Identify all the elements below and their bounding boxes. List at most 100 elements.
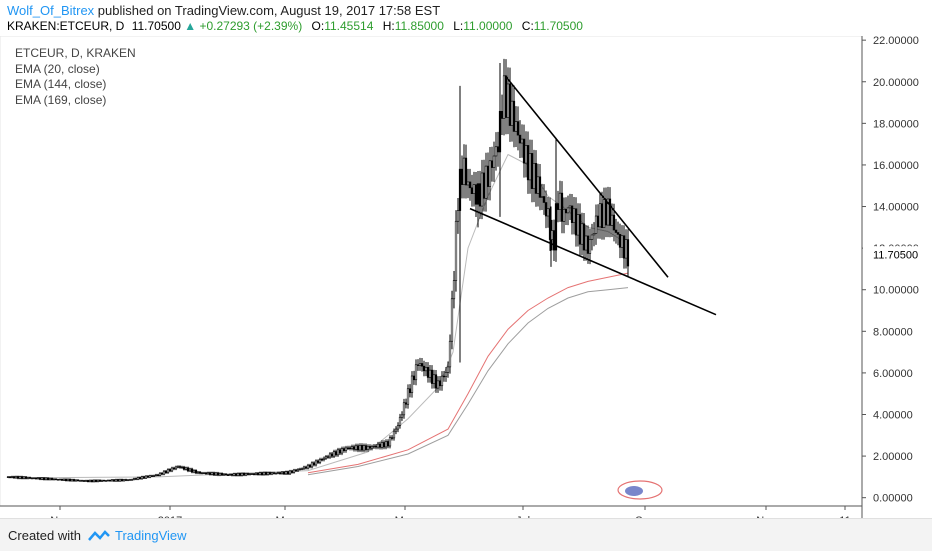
candle-body [432,374,436,384]
candle-body [294,469,298,472]
candle-body [288,470,292,475]
price-chart[interactable]: 0.00000 2.00000 4.00000 6.00000 8.00000 10.00… [0,36,932,518]
candle-body [146,475,150,478]
events-badge-blob-icon [625,486,643,496]
candle-body [150,475,154,477]
candle-body [22,476,26,479]
high-value: 11.85000 [394,19,444,33]
candle-body [318,459,322,463]
candle-body [118,479,122,482]
candle-body [436,380,440,389]
last-price: 11.70500 [131,19,181,33]
time-tick-label: Mar [276,515,295,518]
candle-body [212,472,216,476]
plot-area[interactable] [0,36,863,507]
footer-bar: Created with TradingView [0,518,932,551]
candle-body [524,145,528,164]
candle-body [606,198,610,226]
candle-body [64,478,68,481]
candle-body [482,172,486,199]
candle-body [190,468,194,473]
legend-ema-144[interactable]: EMA (144, close) [15,77,107,91]
candle-body [338,449,342,454]
candle-body [522,138,526,164]
candle-body [398,416,402,426]
candle-body [68,478,72,482]
time-axis[interactable]: Nov 2017 Mar May Jul Sep Nov 11 [0,505,862,518]
candle-body [344,447,348,451]
time-tick-label: 11 [839,515,850,518]
candle-body [182,466,186,470]
candles [6,58,630,483]
candle-body [364,445,368,450]
time-tick-label: Jul [516,515,530,518]
last-price-tag-bg [863,246,931,263]
candle-body [74,479,78,482]
candle-body [616,232,620,235]
time-tick-label: Nov [756,515,776,518]
candle-body [102,480,106,482]
candle-body [534,163,538,194]
author-link[interactable]: Wolf_Of_Bitrex [7,3,95,18]
candle-body [594,215,598,234]
price-axis[interactable]: 0.00000 2.00000 4.00000 6.00000 8.00000 10.00… [861,36,931,518]
candle-body [160,472,164,475]
legend-ema-169[interactable]: EMA (169, close) [15,92,107,107]
candle-body [416,364,420,366]
candle-body [140,476,144,480]
candle-body [282,471,286,475]
candle-body [582,223,586,251]
candle-body [480,172,484,207]
candle-body [530,153,534,189]
candle-body [604,199,608,226]
candle-body [216,472,220,476]
candle-body [454,220,458,281]
candle-body [566,207,570,214]
candle-body [304,466,308,469]
candle-body [260,472,264,476]
candle-body [544,202,548,217]
candle-body [336,449,340,456]
candle-body [366,446,370,450]
candle-body [266,472,270,475]
candle-body [272,472,276,474]
candle-body [574,208,578,236]
candle-body [426,367,430,378]
candle-body [110,479,114,482]
candle-body [48,478,52,481]
candle-body [62,478,66,481]
candle-body [34,477,38,480]
time-tick-label: Sep [635,515,655,518]
candle-body [564,209,568,214]
candle-body [508,83,512,126]
candle-body [302,466,306,470]
legend-ema-20[interactable]: EMA (20, close) [15,61,100,76]
candle-body [434,374,438,389]
candle-body [356,445,360,451]
candle-body [326,456,330,458]
candle-body [618,234,622,248]
candle-body [206,472,210,475]
candle-body [422,365,426,372]
candle-body [226,474,230,476]
trendline-upper-resistance [504,75,669,278]
candle-body [262,472,266,476]
candle-body [224,473,228,476]
candle-body [412,375,416,381]
candle-body [134,478,138,480]
candle-body [518,134,522,144]
candle-body [222,473,226,476]
candle-body [248,473,252,475]
candle-body [306,464,310,469]
candle-body [154,474,158,476]
candle-body [516,121,520,136]
candle-body [256,472,260,475]
candle-body [104,480,108,482]
candle-body [520,138,524,144]
tradingview-link[interactable]: TradingView [115,528,187,543]
candle-body [586,235,590,254]
up-arrow-icon: ▲ [184,19,197,33]
candle-body [614,229,618,233]
candle-body [334,451,338,456]
candle-body [244,473,248,476]
